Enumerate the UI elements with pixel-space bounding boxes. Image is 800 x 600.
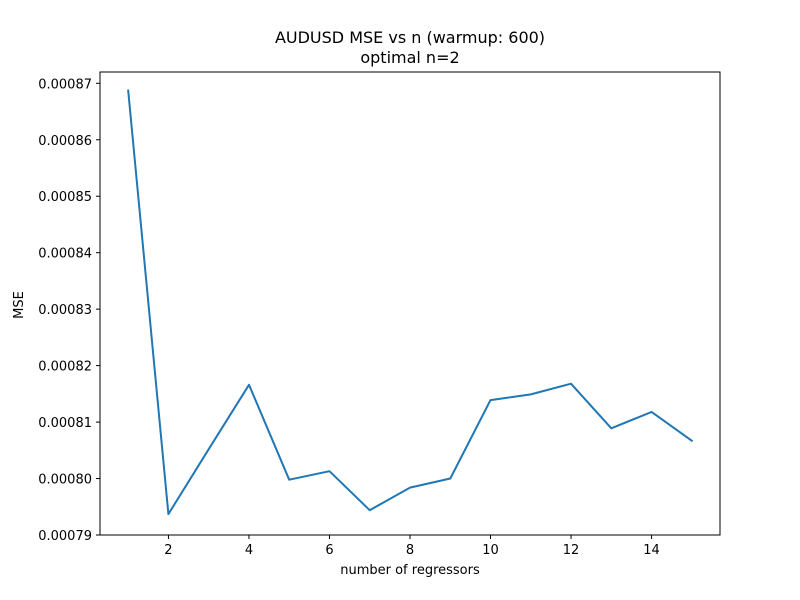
data-point	[651, 411, 653, 413]
chart-subtitle: optimal n=2	[360, 48, 459, 67]
axis-ticks: 2 4 6 8 10 12 14 0.00079 0.00080 0.00081 0.00082 0.…	[38, 77, 660, 558]
x-tick-label: 14	[643, 543, 660, 558]
y-tick-label: 0.00084	[38, 247, 92, 262]
x-tick-label: 6	[325, 543, 333, 558]
x-axis-label: number of regressors	[340, 563, 480, 578]
y-tick-label: 0.00085	[38, 190, 92, 205]
data-point	[369, 509, 371, 511]
data-point	[610, 427, 612, 429]
data-point	[167, 513, 169, 515]
y-tick-label: 0.00083	[38, 303, 92, 318]
y-axis-label: MSE	[12, 291, 27, 319]
data-point	[248, 384, 250, 386]
plot-area-frame	[99, 71, 721, 536]
data-point	[490, 399, 492, 401]
series-line	[127, 89, 694, 516]
y-tick-label: 0.00080	[38, 473, 92, 488]
chart-title: AUDUSD MSE vs n (warmup: 600)	[275, 28, 545, 47]
x-tick-label: 4	[245, 543, 253, 558]
data-point	[288, 479, 290, 481]
plot-series	[127, 89, 694, 516]
x-tick-label: 12	[563, 543, 580, 558]
data-point	[691, 440, 693, 442]
x-tick-label: 2	[164, 543, 172, 558]
data-point	[127, 90, 129, 92]
data-point	[328, 470, 330, 472]
data-point	[409, 487, 411, 489]
y-tick-label: 0.00087	[38, 77, 92, 92]
data-point	[530, 393, 532, 395]
y-tick-label: 0.00081	[38, 416, 92, 431]
y-tick-label: 0.00082	[38, 360, 92, 375]
y-tick-label: 0.00079	[38, 529, 92, 544]
data-point	[208, 448, 210, 450]
x-tick-label: 8	[406, 543, 414, 558]
data-point	[570, 383, 572, 385]
y-tick-label: 0.00086	[38, 134, 92, 149]
data-point	[449, 478, 451, 480]
x-tick-label: 10	[482, 543, 499, 558]
